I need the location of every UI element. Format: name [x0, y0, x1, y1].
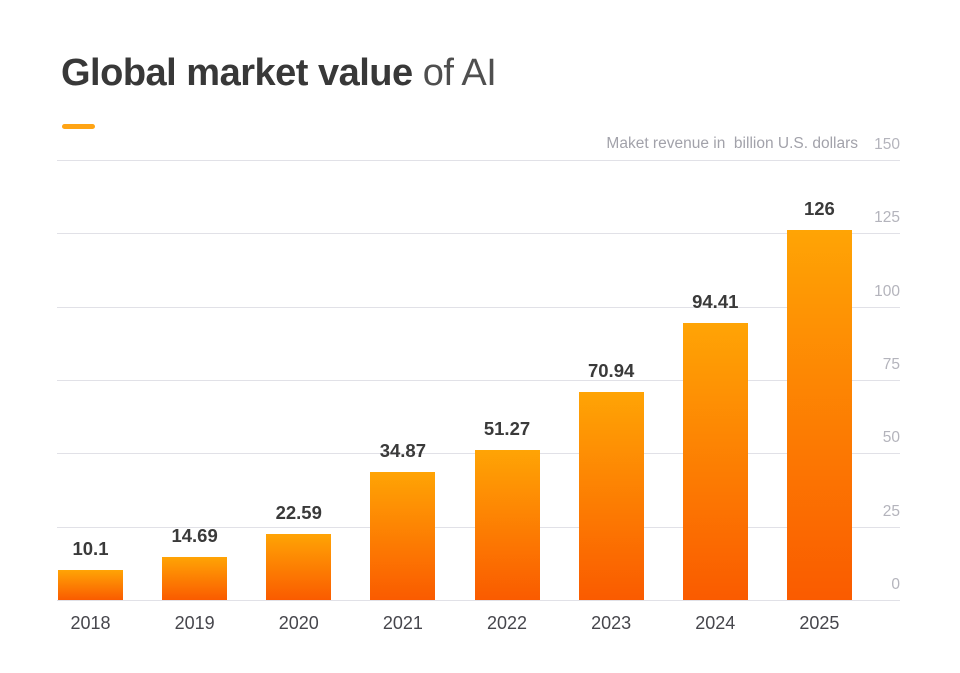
bar-value-label-2023: 70.94: [587, 359, 635, 381]
x-axis-label-2022: 2022: [486, 613, 528, 633]
bar-2023: [578, 391, 644, 600]
bar-2020: [266, 533, 332, 600]
x-axis-label-2021: 2021: [382, 613, 423, 633]
x-axis-label-2023: 2023: [591, 613, 632, 633]
page-title: Global market value of AI: [61, 52, 497, 95]
y-axis-label-100: 100: [874, 282, 900, 300]
y-axis-label-75: 75: [882, 356, 900, 373]
x-axis-label-2018: 2018: [70, 613, 111, 633]
bar-value-label-2025: 126: [803, 198, 835, 220]
bar-value-label-2024: 94.41: [692, 291, 739, 313]
x-axis-label-2025: 2025: [799, 613, 840, 633]
y-axis-label-125: 125: [874, 209, 900, 227]
y-axis-label-150: 150: [874, 136, 900, 153]
bar-value-label-2022: 51.27: [483, 417, 531, 439]
bar-2022: [474, 449, 540, 600]
bar-2018: [58, 570, 123, 600]
gridline-100: [57, 306, 900, 308]
y-axis-label-0: 0: [891, 576, 900, 593]
x-axis-label-2020: 2020: [278, 613, 319, 633]
bar-2019: [162, 556, 228, 600]
gridline-0: [57, 600, 900, 601]
y-axis-label-25: 25: [882, 502, 900, 520]
title-accent-bar: [62, 124, 95, 129]
page-title-bold: Global market value: [61, 52, 413, 94]
bar-value-label-2020: 22.59: [275, 501, 322, 523]
bar-value-label-2019: 14.69: [171, 524, 218, 546]
y-axis-label-50: 50: [882, 429, 900, 447]
bar-value-label-2018: 10.1: [72, 538, 109, 560]
bar-2021: [370, 472, 436, 600]
gridline-125: [57, 233, 900, 235]
gridline-75: [57, 380, 900, 381]
bar-2025: [786, 230, 852, 600]
bar-value-label-2021: 34.87: [379, 440, 427, 461]
x-axis-label-2019: 2019: [174, 613, 215, 633]
x-axis-label-2024: 2024: [695, 613, 736, 633]
bar-2024: [682, 323, 748, 600]
page-title-light: of AI: [412, 52, 497, 94]
gridline-150: [57, 160, 900, 161]
y-axis-caption: Maket revenue in billion U.S. dollars: [606, 135, 858, 152]
